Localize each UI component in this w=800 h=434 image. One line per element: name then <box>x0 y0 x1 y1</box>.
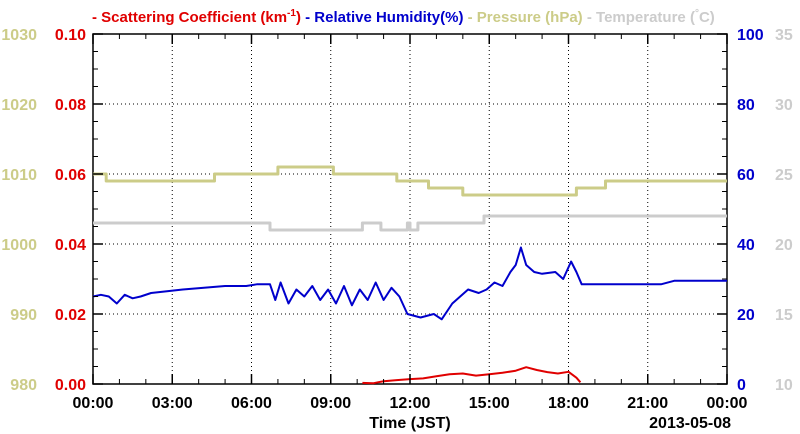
tick-label-right_inner: 20 <box>737 307 755 324</box>
tick-label-left_inner: 0.08 <box>55 97 86 114</box>
x-tick-label: 00:00 <box>73 395 114 412</box>
tick-label-right_outer: 15 <box>775 307 793 324</box>
tick-label-right_inner: 0 <box>737 377 746 394</box>
x-tick-label: 15:00 <box>469 395 510 412</box>
legend-text: - Scattering Coefficient (km-1) - Relati… <box>92 8 715 26</box>
tick-label-right_inner: 60 <box>737 167 755 184</box>
legend: - Scattering Coefficient (km-1) - Relati… <box>92 8 715 26</box>
x-tick-label: 03:00 <box>152 395 193 412</box>
tick-label-right_outer: 25 <box>775 167 793 184</box>
series-line-left_outer <box>93 165 727 197</box>
date-label: 2013-05-08 <box>649 415 731 432</box>
series-line-right_inner <box>92 246 727 321</box>
tick-label-right_inner: 100 <box>737 27 764 44</box>
x-tick-label: 12:00 <box>390 395 431 412</box>
tick-label-right_inner: 40 <box>737 237 755 254</box>
tick-label-left_outer: 1030 <box>1 27 37 44</box>
axes: 0.00 0.02 0.04 0.06 0.08 0.10 0 20 40 60 80 100 980 9… <box>1 27 792 412</box>
series-line-left_inner <box>362 366 582 385</box>
tick-label-left_outer: 990 <box>10 307 37 324</box>
tick-label-right_inner: 80 <box>737 97 755 114</box>
x-tick-label: 18:00 <box>548 395 589 412</box>
x-tick-label: 06:00 <box>231 395 272 412</box>
x-axis-label: Time (JST) <box>369 415 451 432</box>
x-tick-label: 21:00 <box>627 395 668 412</box>
tick-label-left_inner: 0.02 <box>55 307 86 324</box>
tick-label-right_outer: 30 <box>775 97 793 114</box>
data-series <box>92 165 727 385</box>
tick-label-left_inner: 0.04 <box>55 237 86 254</box>
tick-label-left_outer: 980 <box>10 377 37 394</box>
tick-label-right_outer: 20 <box>775 237 793 254</box>
tick-label-left_inner: 0.06 <box>55 167 86 184</box>
tick-label-right_outer: 10 <box>775 377 793 394</box>
tick-label-left_inner: 0.00 <box>55 377 86 394</box>
tick-label-left_outer: 1020 <box>1 97 37 114</box>
tick-label-left_outer: 1000 <box>1 237 37 254</box>
x-tick-label: 09:00 <box>310 395 351 412</box>
tick-label-left_outer: 1010 <box>1 167 37 184</box>
series-line-right_outer <box>93 214 727 232</box>
tick-label-left_inner: 0.10 <box>55 27 86 44</box>
x-tick-label: 00:00 <box>707 395 748 412</box>
grid-lines <box>93 34 727 384</box>
tick-label-right_outer: 35 <box>775 27 793 44</box>
